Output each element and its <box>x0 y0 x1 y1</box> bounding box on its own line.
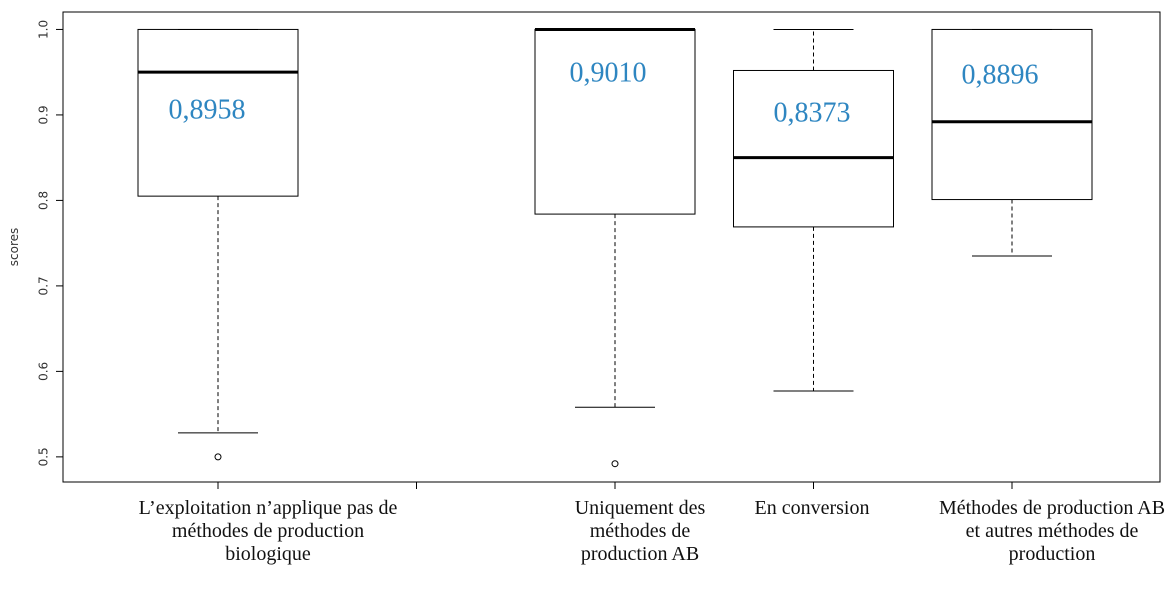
box <box>931 28 1093 201</box>
y-tick-label: 0.7 <box>37 276 51 295</box>
box <box>137 28 299 197</box>
y-tick-label: 0.8 <box>37 191 51 210</box>
x-tick-label: Méthodes de production AB et autres méth… <box>938 497 1166 565</box>
x-tick-label: L’exploitation n’applique pas de méthode… <box>138 497 398 565</box>
y-tick-label: 0.9 <box>37 105 51 124</box>
annotation: 0,9010 <box>570 57 647 88</box>
x-tick-label: En conversion <box>754 497 870 519</box>
annotation: 0,8373 <box>774 97 851 128</box>
y-axis-label: scores <box>7 228 21 267</box>
y-tick-label: 1.0 <box>37 20 51 39</box>
x-tick-label: Uniquement des méthodes de production AB <box>574 497 706 565</box>
outlier <box>611 460 619 468</box>
annotation: 0,8958 <box>169 94 246 125</box>
outlier <box>214 453 222 461</box>
y-tick-label: 0.6 <box>37 362 51 381</box>
plot-frame <box>62 11 1161 483</box>
box <box>733 69 894 228</box>
annotation: 0,8896 <box>962 59 1039 90</box>
y-tick-label: 0.5 <box>37 447 51 466</box>
